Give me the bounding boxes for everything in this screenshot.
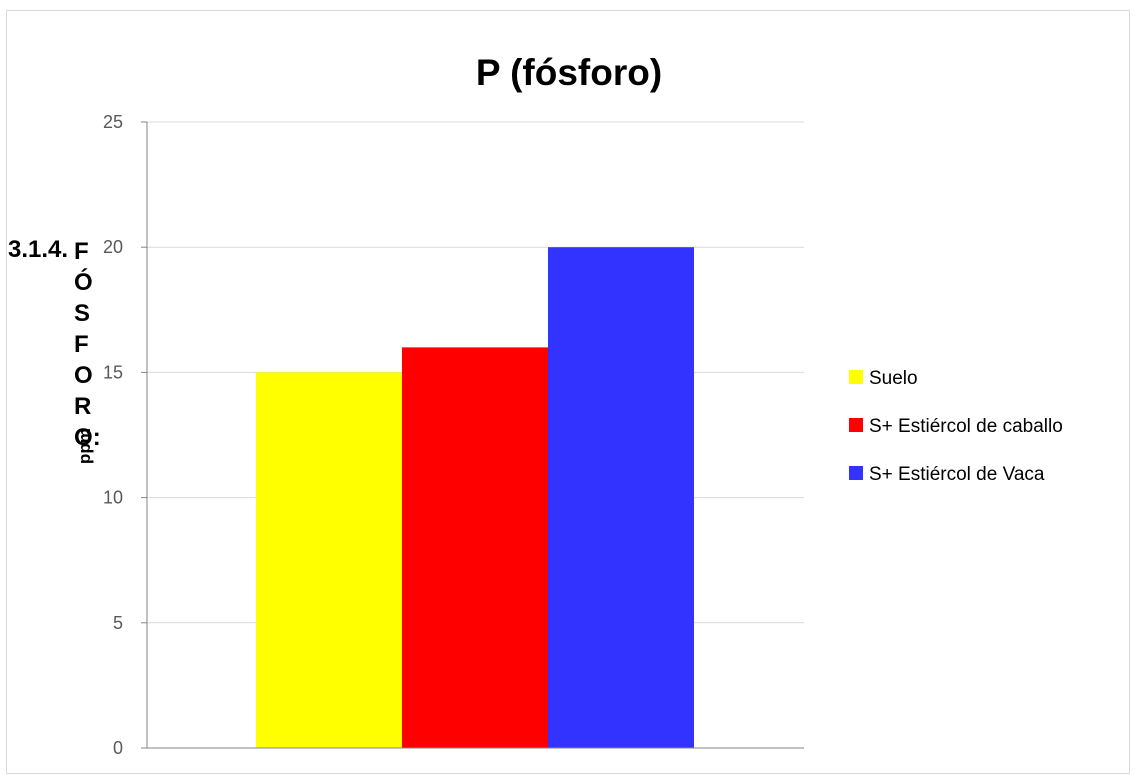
bar-2 (402, 347, 548, 748)
y-tick-label-10: 10 (103, 488, 123, 508)
y-axis (141, 122, 804, 749)
chart-title: P (fósforo) (476, 52, 662, 93)
section-heading: 3.1.4. FÓSFORO: (8, 236, 101, 453)
legend-label-2: S+ Estiércol de caballo (869, 416, 1063, 437)
bars (256, 247, 694, 748)
legend-label-3: S+ Estiércol de Vaca (869, 464, 1045, 485)
bar-3 (548, 247, 694, 748)
legend-label-1: Suelo (869, 368, 918, 389)
bar-1 (256, 372, 402, 748)
legend-swatch-3 (849, 466, 863, 480)
y-tick-label-25: 25 (103, 112, 123, 132)
y-tick-label-5: 5 (113, 613, 123, 633)
legend-swatch-1 (849, 370, 863, 384)
legend-swatch-2 (849, 418, 863, 432)
section-title: FÓSFORO: (74, 238, 101, 451)
chart-frame: P (fósforo) 0 5 10 15 20 25 ppm Suelo S+ Estié… (6, 10, 1130, 774)
y-tick-labels: 0 5 10 15 20 25 (103, 112, 147, 758)
chart-canvas: P (fósforo) 0 5 10 15 20 25 ppm Suelo S+ Estié… (75, 52, 1063, 758)
y-tick-label-0: 0 (113, 738, 123, 758)
legend: Suelo S+ Estiércol de caballo S+ Estiércol… (849, 368, 1063, 485)
y-tick-label-15: 15 (103, 362, 123, 382)
section-number: 3.1.4. (8, 236, 69, 263)
y-axis-label: ppm (75, 428, 94, 464)
y-tick-label-20: 20 (103, 237, 123, 257)
